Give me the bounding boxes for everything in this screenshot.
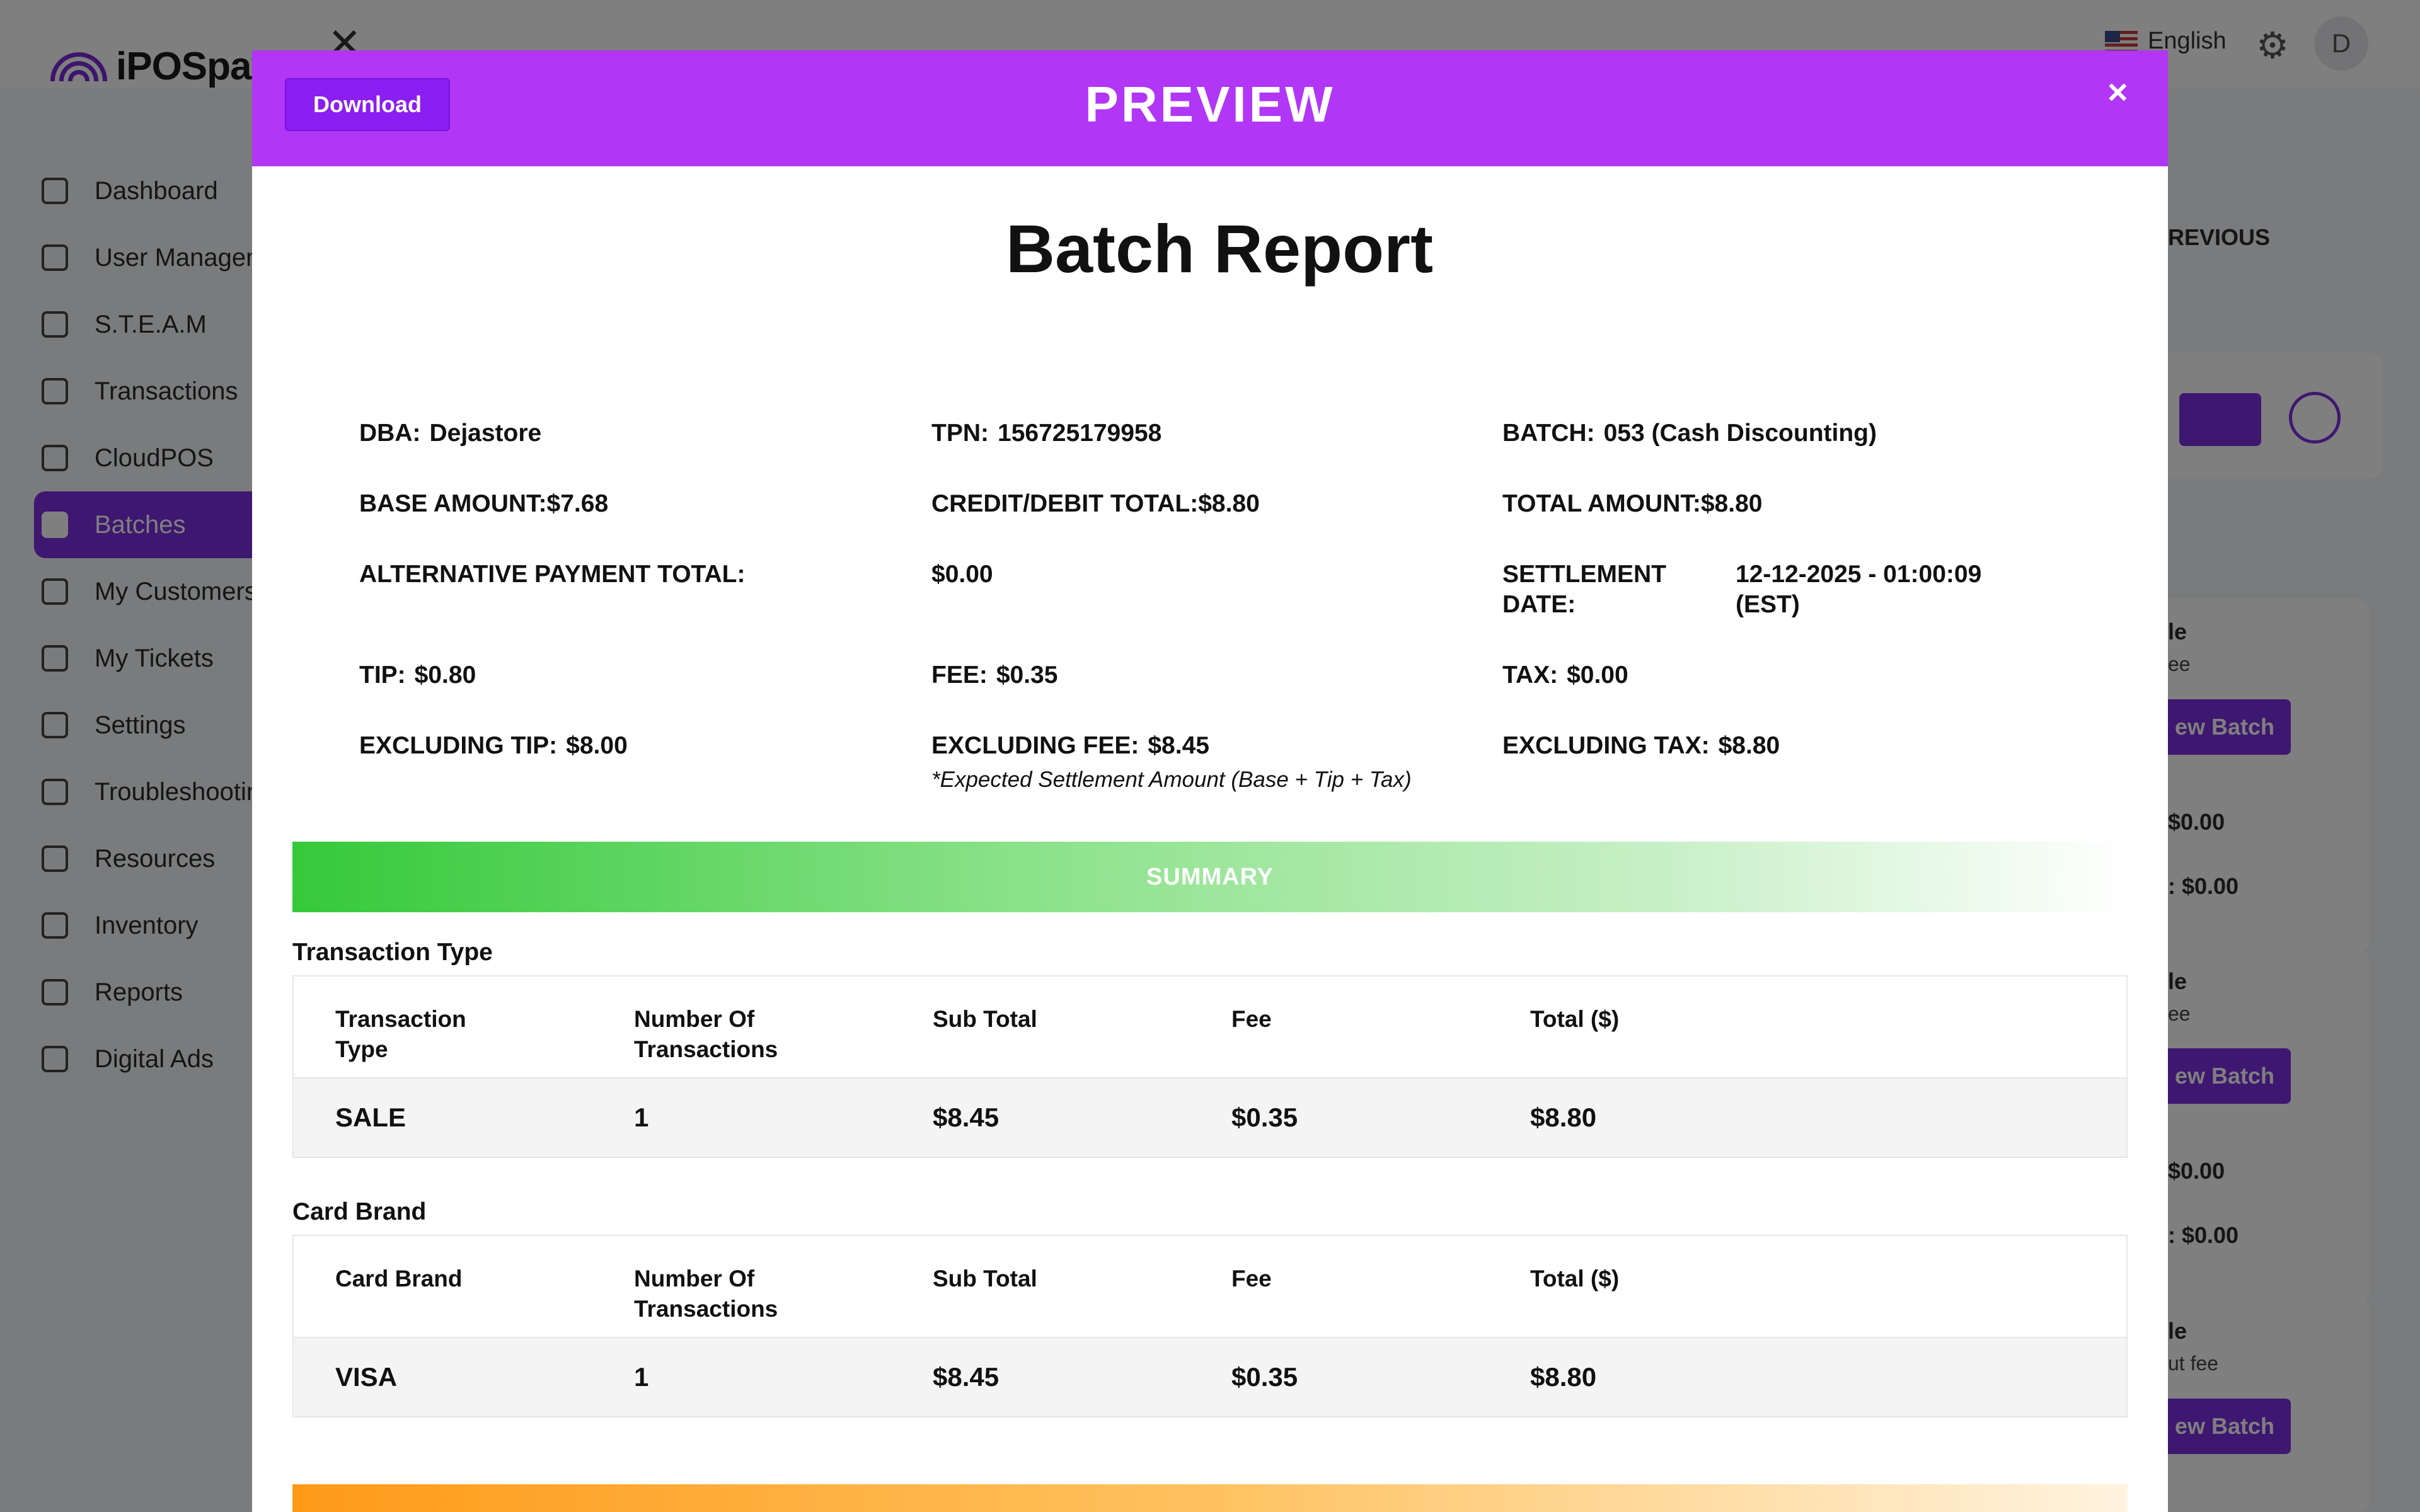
settlement-date-value-line2: (EST)	[1736, 591, 1800, 618]
excluding-tax-label: EXCLUDING TAX:	[1502, 732, 1710, 759]
download-button[interactable]: Download	[285, 78, 450, 131]
table-cell: $8.80	[1530, 1102, 1597, 1132]
transaction-type-section-label: Transaction Type	[292, 939, 493, 966]
dba-label: DBA:	[359, 420, 421, 447]
base-amount-label: BASE AMOUNT:	[359, 490, 547, 517]
transaction-type-table: Transaction Type Number Of Transactions …	[292, 975, 2128, 1158]
total-amount-label: TOTAL AMOUNT:	[1502, 490, 1701, 517]
settlement-date-label-line2: DATE:	[1502, 591, 1576, 618]
excluding-tax-value: $8.80	[1718, 732, 1780, 759]
excluding-fee-label: EXCLUDING FEE:	[931, 732, 1139, 759]
tip-value: $0.80	[414, 662, 476, 689]
table-header: Transaction Type Number Of Transactions …	[294, 976, 2126, 1079]
column-header: Number Of Transactions	[634, 1006, 778, 1062]
credit-debit-total-label: CREDIT/DEBIT TOTAL:	[931, 490, 1199, 517]
tip-field: TIP: $0.80	[359, 662, 476, 689]
excluding-tip-label: EXCLUDING TIP:	[359, 732, 558, 759]
total-amount-field: TOTAL AMOUNT:$8.80	[1502, 490, 1762, 518]
alt-payment-total-value: $0.00	[931, 561, 993, 588]
tax-label: TAX:	[1502, 662, 1559, 689]
table-row: SALE 1 $8.45 $0.35 $8.80	[294, 1079, 2126, 1157]
credit-debit-total-field: CREDIT/DEBIT TOTAL:$8.80	[931, 490, 1260, 518]
dba-field: DBA: Dejastore	[359, 420, 541, 447]
column-header: Total ($)	[1530, 1266, 1620, 1292]
preview-modal: Download PREVIEW × Batch Report DBA: Deja…	[252, 50, 2168, 1512]
table-cell: SALE	[335, 1102, 406, 1132]
alt-payment-total-label: ALTERNATIVE PAYMENT TOTAL:	[359, 561, 746, 588]
base-amount-field: BASE AMOUNT:$7.68	[359, 490, 608, 518]
table-cell: $8.45	[933, 1102, 1000, 1132]
batch-value: 053 (Cash Discounting)	[1603, 420, 1877, 447]
base-amount-value: $7.68	[546, 490, 609, 517]
excluding-fee-value: $8.45	[1148, 732, 1209, 759]
next-section-banner	[292, 1484, 2128, 1512]
table-row: VISA 1 $8.45 $0.35 $8.80	[294, 1338, 2126, 1416]
excluding-tip-value: $8.00	[566, 732, 628, 759]
card-brand-table: Card Brand Number Of Transactions Sub To…	[292, 1235, 2128, 1418]
credit-debit-total-value: $8.80	[1198, 490, 1260, 517]
column-header: Total ($)	[1530, 1006, 1620, 1032]
fee-field: FEE: $0.35	[931, 662, 1057, 689]
modal-title: PREVIEW	[1085, 76, 1335, 132]
tpn-field: TPN: 156725179958	[931, 420, 1161, 447]
tpn-label: TPN:	[931, 420, 989, 447]
settlement-date-label-line1: SETTLEMENT	[1502, 561, 1666, 588]
dba-value: Dejastore	[429, 420, 542, 447]
expected-settlement-note: *Expected Settlement Amount (Base + Tip …	[931, 767, 1412, 792]
tax-value: $0.00	[1567, 662, 1628, 689]
total-amount-value: $8.80	[1700, 490, 1763, 517]
table-cell: VISA	[335, 1362, 398, 1392]
column-header: Transaction Type	[335, 1006, 466, 1062]
close-icon[interactable]: ×	[2107, 72, 2128, 112]
column-header: Fee	[1231, 1266, 1272, 1292]
table-cell: $0.35	[1231, 1362, 1298, 1392]
tpn-value: 156725179958	[998, 420, 1162, 447]
batch-field: BATCH: 053 (Cash Discounting)	[1502, 420, 1877, 447]
column-header: Sub Total	[933, 1266, 1037, 1292]
settlement-date-value-line1: 12-12-2025 - 01:00:09	[1736, 561, 1982, 588]
table-cell: $8.45	[933, 1362, 1000, 1392]
fee-value: $0.35	[996, 662, 1058, 689]
excluding-tax-field: EXCLUDING TAX: $8.80	[1502, 732, 1780, 760]
excluding-fee-field: EXCLUDING FEE: $8.45	[931, 732, 1209, 760]
fee-label: FEE:	[931, 662, 988, 689]
table-cell: $8.80	[1530, 1362, 1597, 1392]
table-header: Card Brand Number Of Transactions Sub To…	[294, 1236, 2126, 1338]
tip-label: TIP:	[359, 662, 406, 689]
table-cell: $0.35	[1231, 1102, 1298, 1132]
column-header: Number Of Transactions	[634, 1266, 778, 1322]
table-cell: 1	[634, 1102, 649, 1132]
tax-field: TAX: $0.00	[1502, 662, 1628, 689]
column-header: Sub Total	[933, 1006, 1037, 1032]
table-cell: 1	[634, 1362, 649, 1392]
card-brand-section-label: Card Brand	[292, 1198, 427, 1225]
excluding-tip-field: EXCLUDING TIP: $8.00	[359, 732, 628, 760]
column-header: Card Brand	[335, 1266, 463, 1292]
summary-banner: SUMMARY	[292, 842, 2128, 912]
column-header: Fee	[1231, 1006, 1272, 1032]
report-title: Batch Report	[1005, 210, 1434, 287]
batch-label: BATCH:	[1502, 420, 1595, 447]
modal-header: Download PREVIEW ×	[252, 50, 2168, 166]
